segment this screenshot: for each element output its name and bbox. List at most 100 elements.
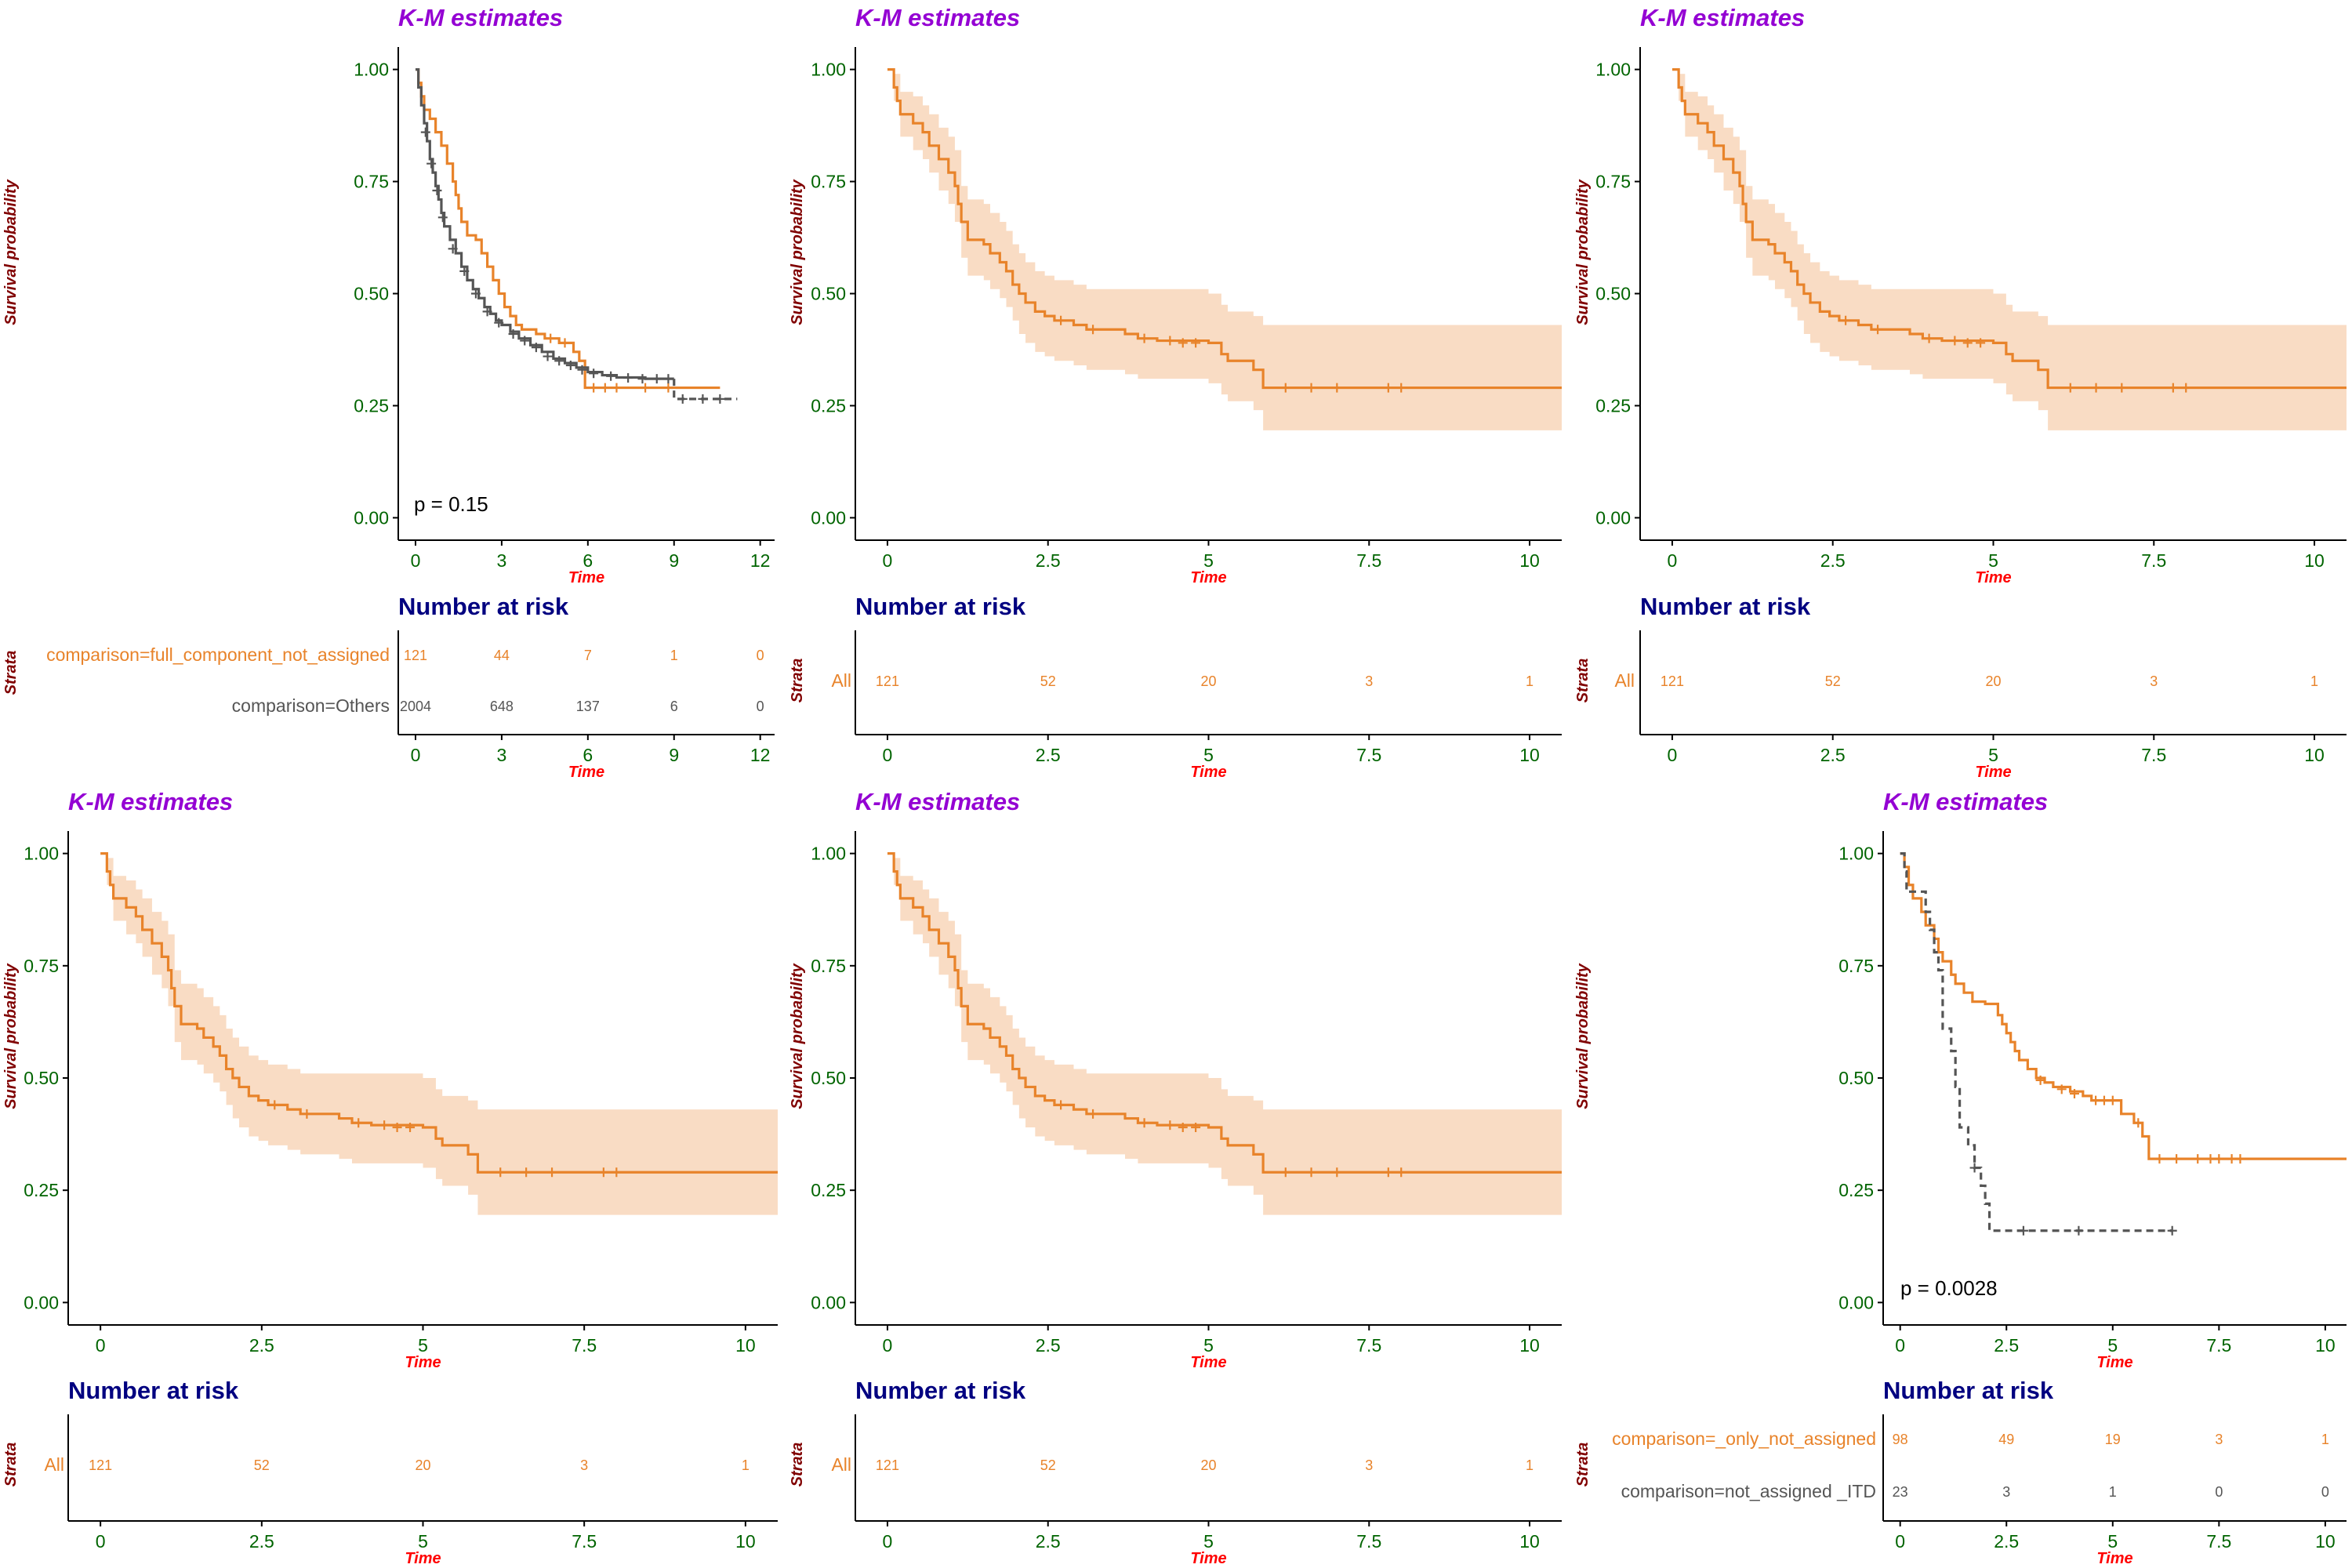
risk-x-tick-label: 7.5: [572, 1531, 597, 1552]
censor-mark: [2193, 1154, 2203, 1164]
x-tick-label: 2.5: [1036, 1335, 1061, 1356]
risk-count: 3: [2150, 673, 2158, 689]
x-tick-label: 0: [1668, 550, 1678, 571]
risk-count: 3: [2215, 1432, 2223, 1447]
censor-mark: [1178, 1123, 1188, 1132]
censor-mark: [1332, 383, 1342, 393]
risk-x-tick-label: 2.5: [1994, 1531, 2019, 1552]
risk-x-label: Time: [405, 1550, 441, 1567]
censor-mark: [663, 374, 673, 384]
risk-count: 98: [1893, 1432, 1908, 1447]
y-tick-label: 0.25: [24, 1180, 59, 1200]
censor-mark: [2154, 1154, 2165, 1164]
risk-x-tick-label: 2.5: [1036, 745, 1061, 765]
risk-count: 20: [1985, 673, 2001, 689]
y-tick-label: 1.00: [811, 844, 846, 864]
x-tick-label: 12: [750, 550, 771, 571]
censor-mark: [543, 351, 553, 361]
survival-curve-2: [415, 67, 674, 380]
x-axis-label: Time: [2096, 1354, 2132, 1371]
risk-x-tick-label: 0: [1668, 745, 1678, 765]
strata-label: comparison=Others: [232, 695, 390, 716]
censor-mark: [2107, 1095, 2118, 1105]
risk-y-label: Strata: [2, 1443, 20, 1487]
confidence-band: [100, 853, 779, 1215]
censor-mark: [2235, 1154, 2245, 1164]
risk-x-label: Time: [1190, 764, 1226, 781]
strata-label: All: [1614, 670, 1635, 691]
x-tick-label: 10: [2315, 1335, 2336, 1356]
y-tick-label: 0.00: [354, 507, 389, 528]
y-tick-label: 0.00: [1595, 507, 1631, 528]
censor-mark: [641, 383, 651, 393]
x-tick-label: 3: [497, 550, 507, 571]
risk-x-tick-label: 10: [2315, 1531, 2336, 1552]
censor-mark: [1383, 1167, 1393, 1178]
risk-y-label: Strata: [789, 659, 806, 703]
risk-y-label: Strata: [1574, 1443, 1592, 1487]
censor-mark: [2056, 1084, 2067, 1094]
censor-mark: [270, 1100, 280, 1110]
risk-x-tick-label: 0: [883, 1531, 893, 1552]
x-tick-label: 5: [1203, 1335, 1214, 1356]
km-panel-1: K-M estimates Survival probability 0.00 0.2…: [2, 4, 775, 781]
risk-count: 1: [2321, 1432, 2329, 1447]
y-tick-label: 0.75: [1838, 956, 1874, 976]
chart-title: K-M estimates: [1883, 788, 2048, 815]
x-tick-label: 2.5: [249, 1335, 274, 1356]
chart-title: K-M estimates: [1640, 4, 1805, 31]
risk-count: 19: [2105, 1432, 2121, 1447]
censor-mark: [1139, 333, 1149, 343]
risk-x-label: Time: [1975, 764, 2011, 781]
risk-x-tick-label: 2.5: [1036, 1531, 1061, 1552]
x-tick-label: 0: [883, 550, 893, 571]
risk-count: 121: [876, 673, 899, 689]
y-tick-label: 0.50: [354, 284, 389, 304]
risk-x-tick-label: 5: [1988, 745, 1998, 765]
censor-mark: [420, 127, 430, 137]
censor-mark: [2069, 1089, 2079, 1099]
km-panel-3: K-M estimates Survival probability 0.00 0.2…: [1574, 4, 2347, 781]
risk-count: 137: [576, 699, 600, 714]
y-tick-label: 0.25: [1595, 395, 1631, 416]
censor-mark: [715, 394, 725, 404]
censor-mark: [2065, 383, 2075, 393]
risk-count: 7: [584, 648, 592, 663]
risk-count: 52: [1040, 673, 1056, 689]
risk-count: 20: [415, 1457, 430, 1473]
risk-x-tick-label: 10: [735, 1531, 756, 1552]
p-value: p = 0.0028: [1900, 1276, 1998, 1300]
survival-curve-2: [1900, 852, 2172, 1232]
risk-count: 3: [1365, 1457, 1373, 1473]
risk-x-tick-label: 5: [2107, 1531, 2118, 1552]
censor-mark: [577, 365, 587, 375]
x-axis-label: Time: [1190, 569, 1226, 586]
y-axis-label: Survival probability: [2, 179, 20, 325]
risk-count: 52: [1040, 1457, 1056, 1473]
x-tick-label: 6: [583, 550, 593, 571]
censor-mark: [2117, 383, 2127, 393]
chart-title: K-M estimates: [398, 4, 563, 31]
censor-mark: [1306, 383, 1316, 393]
censor-mark: [589, 383, 599, 393]
risk-table-title: Number at risk: [68, 1377, 239, 1404]
risk-count: 648: [490, 699, 514, 714]
x-tick-label: 10: [1519, 1335, 1540, 1356]
strata-label: comparison=_only_not_assigned: [1612, 1428, 1876, 1449]
risk-count: 121: [1661, 673, 1684, 689]
risk-x-tick-label: 0: [96, 1531, 106, 1552]
risk-x-tick-label: 3: [497, 745, 507, 765]
y-tick-label: 1.00: [1838, 844, 1874, 864]
risk-count: 0: [2215, 1484, 2223, 1500]
censor-mark: [437, 212, 448, 223]
risk-count: 49: [1998, 1432, 2014, 1447]
risk-count: 0: [2321, 1484, 2329, 1500]
y-tick-label: 0.50: [811, 284, 846, 304]
censor-mark: [2172, 1154, 2182, 1164]
km-panel-2: K-M estimates Survival probability 0.00 0.2…: [789, 4, 1562, 781]
y-tick-label: 0.75: [24, 956, 59, 976]
y-tick-label: 0.75: [811, 956, 846, 976]
risk-x-tick-label: 7.5: [1356, 745, 1381, 765]
censor-mark: [547, 1167, 557, 1178]
